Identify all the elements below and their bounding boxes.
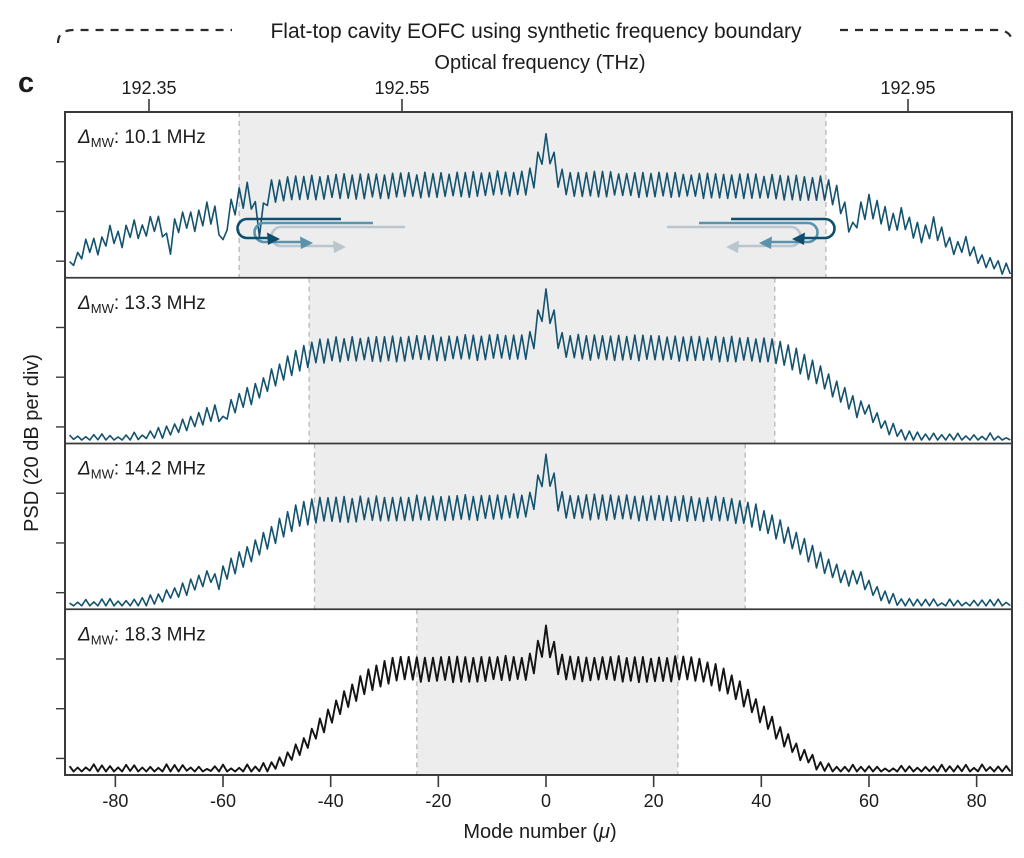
flat-top-shaded-region xyxy=(309,277,775,444)
dashed-brace-left xyxy=(56,28,232,44)
comb-spectrum-trace xyxy=(69,453,1011,607)
bottom-axis-tick-label: 60 xyxy=(859,791,879,811)
panel-delta-label: ΔMW: 14.2 MHz xyxy=(77,459,206,482)
bottom-axis-tick-label: -60 xyxy=(210,791,236,811)
chart-area: ΔMW: 10.1 MHz ΔMW: 13.3 MHz ΔMW: 14.2 MHz Δ… xyxy=(56,78,1013,843)
bottom-axis-tick-label: -80 xyxy=(102,791,128,811)
bottom-axis-tick-label: -40 xyxy=(318,791,344,811)
left-arrowhead-icon xyxy=(300,236,313,249)
y-axis-label: PSD (20 dB per div) xyxy=(21,354,43,532)
panel-letter: c xyxy=(18,67,34,99)
top-axis-label: Optical frequency (THz) xyxy=(434,52,645,74)
bottom-axis-tick-label: 80 xyxy=(967,791,987,811)
bottom-axis-tick-label: 0 xyxy=(541,791,551,811)
figure-title: Flat-top cavity EOFC using synthetic fre… xyxy=(270,20,802,43)
panel-delta-label: ΔMW: 18.3 MHz xyxy=(77,624,206,647)
panel-delta-label: ΔMW: 13.3 MHz xyxy=(77,293,206,316)
comb-spectrum-trace xyxy=(69,132,1012,275)
panel-delta-label: ΔMW: 10.1 MHz xyxy=(77,127,206,150)
top-axis-tick-label: 192.55 xyxy=(374,78,429,98)
bottom-axis-tick-label: 40 xyxy=(751,791,771,811)
right-arrowhead-icon xyxy=(792,232,805,245)
bottom-axis-label: Mode number (μ) xyxy=(463,821,616,843)
right-arrowhead-icon xyxy=(759,236,772,249)
right-circulation-arrow xyxy=(699,221,819,244)
dashed-brace-right xyxy=(840,28,1014,44)
left-arrowhead-icon xyxy=(333,240,346,253)
bottom-axis-tick-label: 20 xyxy=(644,791,664,811)
plot-frame xyxy=(64,111,1013,776)
left-circulation-arrow xyxy=(253,221,373,244)
left-circulation-arrow xyxy=(236,217,341,240)
comb-spectrum-trace xyxy=(69,288,1011,441)
flat-top-shaded-region xyxy=(314,443,746,610)
left-arrowhead-icon xyxy=(267,232,280,245)
comb-spectrum-trace xyxy=(68,624,1012,773)
right-arrowhead-icon xyxy=(726,240,739,253)
top-axis-tick-label: 192.35 xyxy=(121,78,176,98)
bottom-axis-tick-label: -20 xyxy=(425,791,451,811)
right-circulation-arrow xyxy=(731,217,836,240)
top-axis-tick-label: 192.95 xyxy=(880,78,935,98)
